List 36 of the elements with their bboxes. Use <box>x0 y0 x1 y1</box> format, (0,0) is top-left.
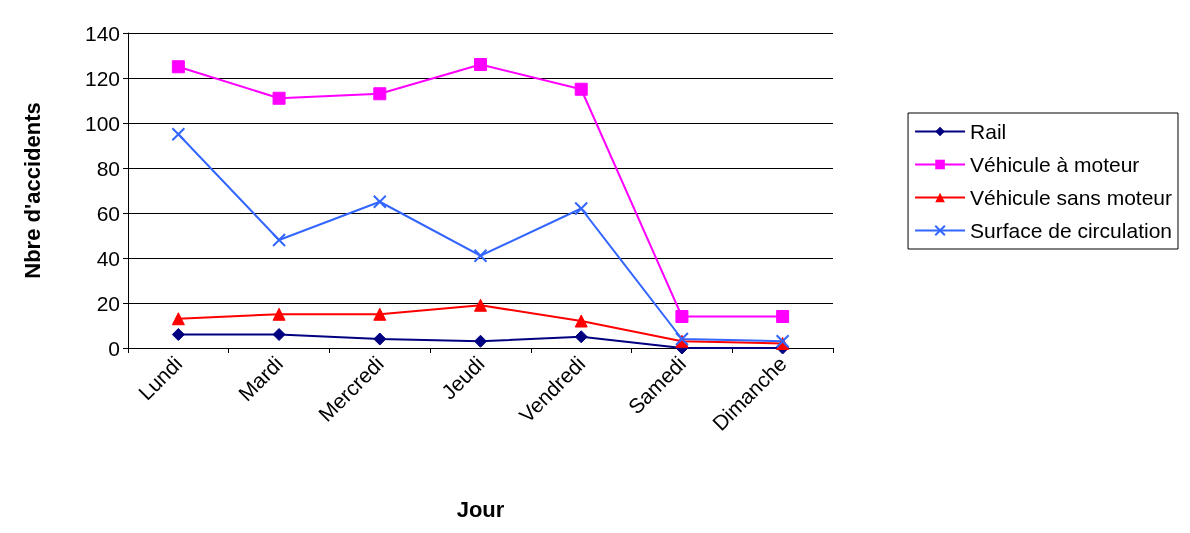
y-tick-label: 80 <box>96 156 120 180</box>
point <box>171 127 186 142</box>
point <box>171 328 185 341</box>
y-axis-title: Nbre d'accidents <box>19 102 45 279</box>
legend-label: Rail <box>970 120 1007 143</box>
point <box>373 332 387 346</box>
point <box>373 307 387 321</box>
point <box>372 194 387 209</box>
y-tick-label: 0 <box>108 336 120 360</box>
y-tick-label: 140 <box>84 21 120 45</box>
point <box>574 82 588 96</box>
y-tick-label: 40 <box>96 246 120 270</box>
y-tick-label: 100 <box>84 111 120 135</box>
point <box>272 91 286 105</box>
legend-label: Surface de circulation <box>970 219 1173 242</box>
point <box>272 307 286 321</box>
point <box>473 248 488 263</box>
point <box>675 310 689 323</box>
point <box>171 312 185 326</box>
point <box>574 330 588 344</box>
legend-label: Véhicule à moteur <box>970 153 1140 176</box>
point <box>776 310 790 323</box>
point <box>474 334 487 348</box>
point <box>474 298 487 312</box>
point <box>272 233 287 247</box>
legend-label: Véhicule sans moteur <box>970 186 1173 209</box>
y-tick-label: 20 <box>96 291 120 315</box>
x-axis-title: Jour <box>456 496 505 522</box>
point <box>373 87 387 101</box>
point <box>474 58 487 71</box>
point <box>171 60 185 74</box>
y-tick-label: 120 <box>84 66 120 90</box>
point <box>574 314 588 328</box>
point <box>272 328 286 341</box>
y-tick-label: 60 <box>96 201 120 225</box>
point <box>574 201 589 216</box>
